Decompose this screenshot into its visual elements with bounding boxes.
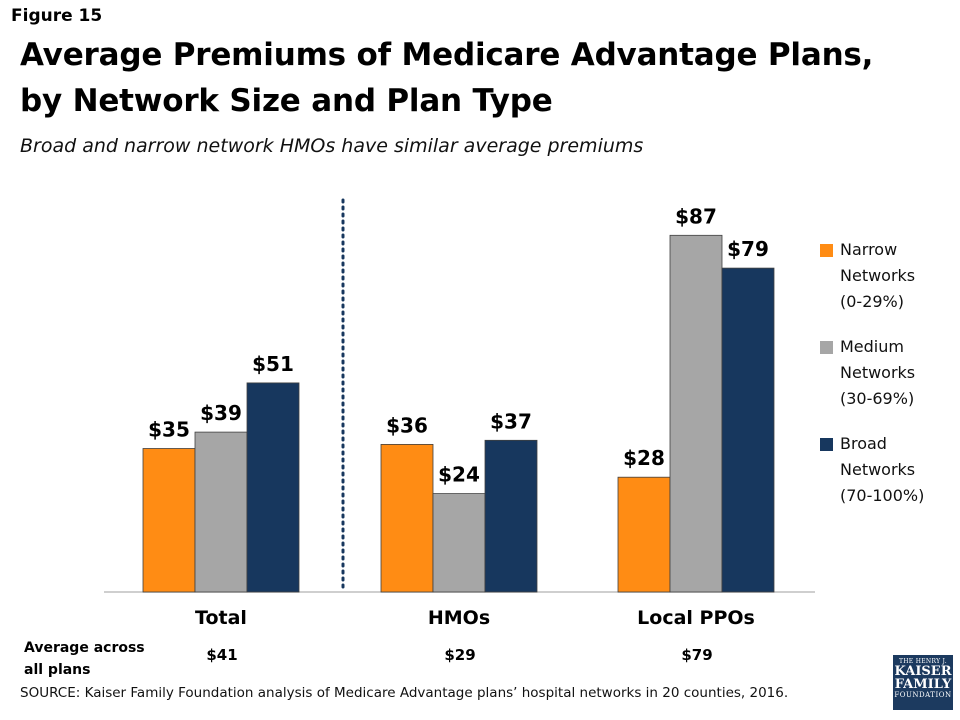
legend-item-broad: Broad Networks (70-100%) bbox=[820, 431, 960, 509]
legend-label-medium: Medium Networks (30-69%) bbox=[840, 337, 916, 408]
chart-title: Average Premiums of Medicare Advantage P… bbox=[20, 37, 874, 119]
data-label-broad-1: $37 bbox=[490, 409, 532, 433]
data-label-narrow-0: $35 bbox=[148, 418, 190, 442]
bar-medium-2 bbox=[669, 234, 723, 593]
bar-narrow-0 bbox=[142, 448, 196, 593]
legend-item-medium: Medium Networks (30-69%) bbox=[820, 334, 960, 412]
bar-medium-1 bbox=[432, 493, 486, 593]
bar-narrow-2 bbox=[617, 476, 671, 593]
source-note: SOURCE: Kaiser Family Foundation analysi… bbox=[20, 685, 789, 701]
data-label-broad-2: $79 bbox=[727, 237, 769, 261]
kff-logo: THE HENRY J. KAISER FAMILY FOUNDATION bbox=[893, 655, 953, 710]
legend-label-narrow: Narrow Networks (0-29%) bbox=[840, 240, 916, 311]
bar-chart: $35 $39 $51 Total $36 $24 $37 HMOs $28 $87 $79 Loca… bbox=[104, 198, 815, 629]
average-hmos: $29 bbox=[444, 646, 476, 664]
bar-broad-1 bbox=[484, 439, 538, 593]
legend-swatch-broad bbox=[820, 438, 833, 451]
legend-swatch-narrow bbox=[820, 244, 833, 257]
data-label-narrow-1: $36 bbox=[386, 413, 428, 437]
average-total: $41 bbox=[206, 646, 238, 664]
legend-item-narrow: Narrow Networks (0-29%) bbox=[820, 237, 960, 315]
bar-medium-0 bbox=[194, 431, 248, 593]
legend-label-broad: Broad Networks (70-100%) bbox=[840, 434, 925, 505]
average-local-ppos: $79 bbox=[681, 646, 713, 664]
legend-swatch-medium bbox=[820, 341, 833, 354]
data-label-medium-2: $87 bbox=[675, 204, 717, 228]
bar-broad-2 bbox=[721, 267, 775, 593]
average-label: Average across all plans bbox=[24, 640, 145, 678]
bar-broad-0 bbox=[246, 382, 300, 593]
data-label-broad-0: $51 bbox=[252, 352, 294, 376]
figure-label: Figure 15 bbox=[11, 6, 103, 26]
bar-narrow-1 bbox=[380, 443, 434, 593]
category-label-1: HMOs bbox=[428, 607, 490, 629]
chart-subtitle: Broad and narrow network HMOs have simil… bbox=[20, 135, 644, 157]
legend: Narrow Networks (0-29%) Medium Networks … bbox=[820, 237, 960, 528]
category-label-2: Local PPOs bbox=[637, 607, 755, 629]
category-label-0: Total bbox=[195, 607, 247, 629]
data-label-medium-1: $24 bbox=[438, 463, 480, 487]
data-label-medium-0: $39 bbox=[200, 401, 242, 425]
data-label-narrow-2: $28 bbox=[623, 446, 665, 470]
